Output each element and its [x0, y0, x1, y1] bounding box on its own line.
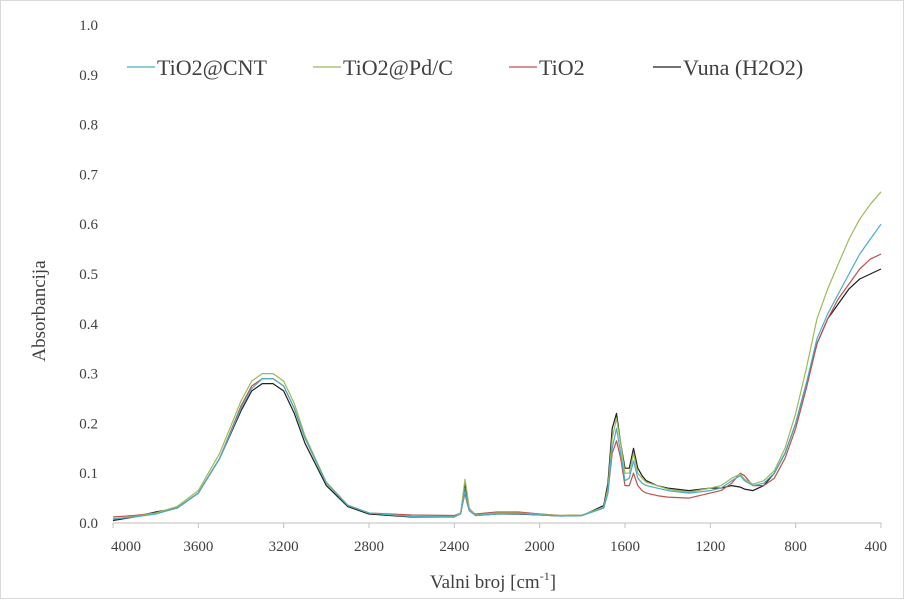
series-line: [112, 223, 882, 520]
x-axis-title: Valni broj [cm-1]: [430, 569, 556, 593]
y-tick-label: 0.4: [79, 317, 98, 333]
x-tick-label: 1200: [695, 539, 725, 555]
y-tick-label: 0.1: [79, 466, 98, 482]
legend-label: TiO2: [539, 55, 585, 80]
x-tick-label: 3200: [269, 539, 299, 555]
x-tick-label: 4000: [111, 539, 141, 555]
x-axis-title-sup: -1: [540, 569, 550, 583]
series-lines: [112, 191, 882, 522]
y-tick-label: 0.6: [79, 217, 98, 233]
x-axis-title-main: Valni broj [cm: [430, 572, 540, 593]
x-axis-title-end: ]: [550, 572, 556, 593]
x-tick-label: 2400: [439, 539, 469, 555]
y-tick-label: 0.5: [79, 267, 98, 283]
y-tick-label: 0.7: [79, 167, 98, 183]
y-tick-label: 1.0: [79, 18, 98, 34]
y-tick-label: 0.2: [79, 416, 98, 432]
y-tick-label: 0.8: [79, 118, 98, 134]
legend-label: TiO2@CNT: [157, 55, 267, 80]
y-tick-label: 0.3: [79, 367, 98, 383]
x-tick-label: 1600: [610, 539, 640, 555]
x-tick-label: 3600: [183, 539, 213, 555]
legend-label: TiO2@Pd/C: [343, 55, 453, 80]
legend-label: Vuna (H2O2): [683, 55, 803, 80]
x-tick-label: 800: [784, 539, 807, 555]
x-tick-label: 2800: [354, 539, 384, 555]
x-tick-labels: 4000 3600 3200 2800 2400 2000 1600 1200 800 400: [111, 523, 887, 555]
y-tick-label: 0.9: [79, 68, 98, 84]
y-tick-label: 0.0: [79, 516, 98, 532]
x-tick-label: 400: [865, 539, 888, 555]
x-tick-label: 2000: [525, 539, 555, 555]
series-line: [112, 268, 882, 522]
y-axis-title: Absorbancija: [29, 260, 50, 362]
y-tick-labels: 0.0 0.1 0.2 0.3 0.4 0.5 0.6 0.7 0.8 0.9 1.0: [79, 18, 98, 532]
legend: TiO2@CNT TiO2@Pd/C TiO2 Vuna (H2O2): [127, 55, 803, 80]
series-line: [112, 253, 882, 518]
series-line: [112, 191, 882, 520]
